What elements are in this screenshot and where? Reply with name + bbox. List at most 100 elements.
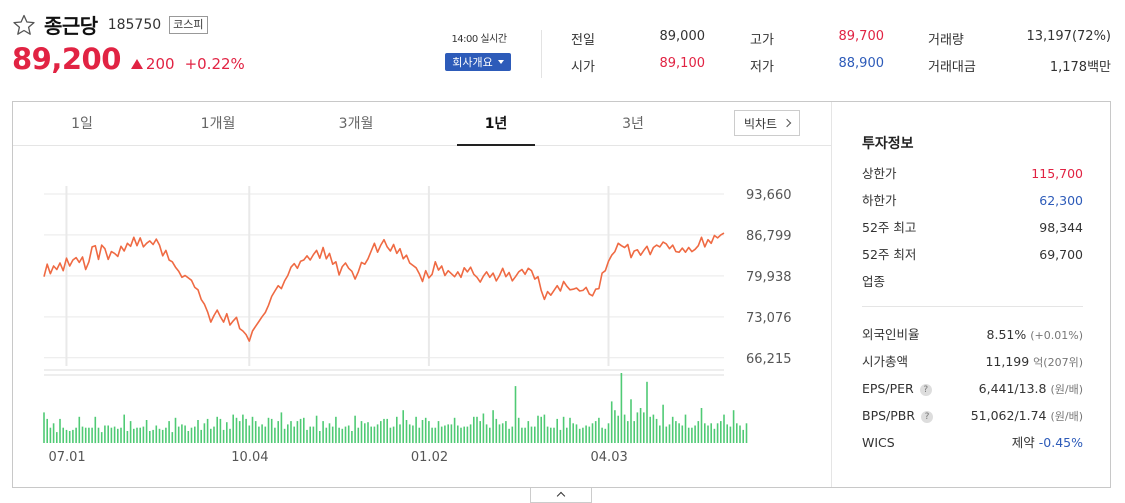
volume-bar — [511, 426, 514, 443]
volume-bar — [203, 423, 206, 443]
volume-bar — [344, 426, 347, 443]
volume-bar — [283, 428, 286, 443]
volume-bar — [373, 426, 376, 443]
stock-code: 185750 — [107, 16, 162, 33]
volume-bar — [104, 425, 106, 443]
wics-label: WICS — [862, 435, 895, 450]
stock-header: 종근당 185750 코스피 89,200 200 +0.22% 14:00 실… — [0, 0, 1125, 100]
volume-bar — [100, 432, 103, 443]
volume-bar — [338, 427, 340, 443]
volume-bar — [299, 418, 302, 443]
volume-bar — [617, 415, 619, 443]
volume-bar — [736, 423, 738, 443]
open-value: 89,100 — [659, 56, 706, 71]
volume-bar — [405, 420, 408, 443]
volume-bar — [187, 431, 190, 443]
volume-bar — [133, 428, 135, 443]
title-row: 종근당 185750 코스피 — [12, 10, 208, 39]
help-icon[interactable]: ? — [921, 411, 934, 423]
volume-bar — [594, 421, 597, 443]
volume-bar — [588, 426, 591, 443]
volume-bar — [524, 427, 526, 443]
foreign-ratio-change: (+0.01%) — [1030, 329, 1083, 342]
divider — [541, 30, 542, 78]
tab-1m[interactable]: 1개월 — [200, 116, 236, 132]
star-outline-icon[interactable] — [12, 13, 36, 37]
tab-3y[interactable]: 3년 — [622, 116, 644, 132]
volume-bar — [556, 418, 558, 443]
volume-bar — [572, 423, 574, 443]
volume-bar — [479, 421, 481, 443]
eps-per-value-group: 6,441/13.8 (원/배) — [979, 380, 1083, 399]
volume-bar — [335, 416, 337, 444]
volume-bar — [303, 417, 305, 443]
price-series-line — [43, 232, 725, 342]
tab-3m[interactable]: 3개월 — [338, 116, 374, 132]
volume-bar — [620, 373, 623, 443]
volume-bar — [444, 425, 446, 443]
volume-bar — [161, 429, 164, 443]
volume-bar — [732, 410, 735, 443]
volume-bar — [501, 423, 504, 443]
volume-bar — [646, 381, 648, 444]
volume-bar — [527, 421, 530, 443]
company-overview-button[interactable]: 회사개요 — [445, 53, 511, 71]
volume-bar — [707, 425, 709, 443]
volume-bar — [357, 427, 360, 443]
volume-bar — [136, 427, 138, 443]
volume-bar — [206, 418, 209, 443]
volume-bar — [261, 424, 263, 443]
upper-limit-value: 115,700 — [1031, 166, 1083, 181]
volume-bar — [408, 424, 411, 443]
collapse-toggle[interactable] — [530, 488, 592, 503]
volume-bar — [585, 425, 587, 443]
bps-pbr-unit: (원/배) — [1050, 410, 1083, 423]
price-chart[interactable]: 93,660 86,799 79,938 73,076 66,215 07.01 10.0… — [13, 146, 831, 487]
volume-bar — [402, 410, 404, 443]
volume-bar — [341, 428, 344, 443]
volume-bar — [364, 423, 366, 443]
volume-bar — [498, 424, 501, 443]
volume-bar — [155, 425, 158, 443]
tab-1d[interactable]: 1일 — [71, 116, 93, 132]
chart-grid — [44, 186, 724, 376]
volume-bar — [521, 427, 523, 443]
market-cap-value: 11,199 — [985, 354, 1030, 369]
volume-bar — [514, 386, 517, 443]
week52-low-row: 52주 최저 69,700 — [862, 246, 1083, 264]
y-tick-label: 79,938 — [746, 270, 792, 285]
tab-1y[interactable]: 1년 — [457, 102, 535, 146]
volume-bar — [463, 426, 465, 443]
volume-bar — [720, 421, 722, 443]
eps-per-row: EPS/PER? 6,441/13.8 (원/배) — [862, 380, 1083, 398]
eps-per-unit: (원/배) — [1050, 383, 1083, 396]
bps-pbr-value-group: 51,062/1.74 (원/배) — [971, 407, 1083, 426]
y-axis-ticks: 93,660 86,799 79,938 73,076 66,215 — [746, 188, 792, 367]
volume-bar — [56, 432, 58, 443]
volume-bar — [142, 426, 145, 443]
volume-bar — [713, 428, 716, 443]
volume-bar — [396, 416, 398, 444]
volume-bar — [171, 432, 174, 443]
volume-bar — [659, 425, 661, 443]
chevron-up-icon — [556, 491, 566, 501]
volume-bar — [559, 429, 562, 443]
bigchart-button[interactable]: 빅차트 — [734, 110, 800, 136]
volume-bar — [566, 427, 568, 443]
volume-bar — [434, 427, 437, 443]
change-rate: +0.22% — [184, 55, 245, 73]
volume-bar — [691, 427, 693, 443]
volume-bar — [633, 421, 635, 443]
price-change: 200 — [145, 55, 175, 73]
volume-bar — [72, 429, 74, 443]
volume-bar — [219, 418, 222, 443]
volume-bar — [671, 416, 674, 444]
help-icon[interactable]: ? — [919, 384, 932, 396]
market-cap-label: 시가총액 — [862, 354, 909, 369]
foreign-ratio-row: 외국인비율 8.51% (+0.01%) — [862, 326, 1083, 344]
volume-bar — [267, 417, 270, 443]
volume-bar — [591, 423, 594, 443]
x-tick-label: 07.01 — [48, 450, 85, 465]
volume-bar — [383, 418, 385, 443]
y-tick-label: 66,215 — [746, 352, 792, 367]
